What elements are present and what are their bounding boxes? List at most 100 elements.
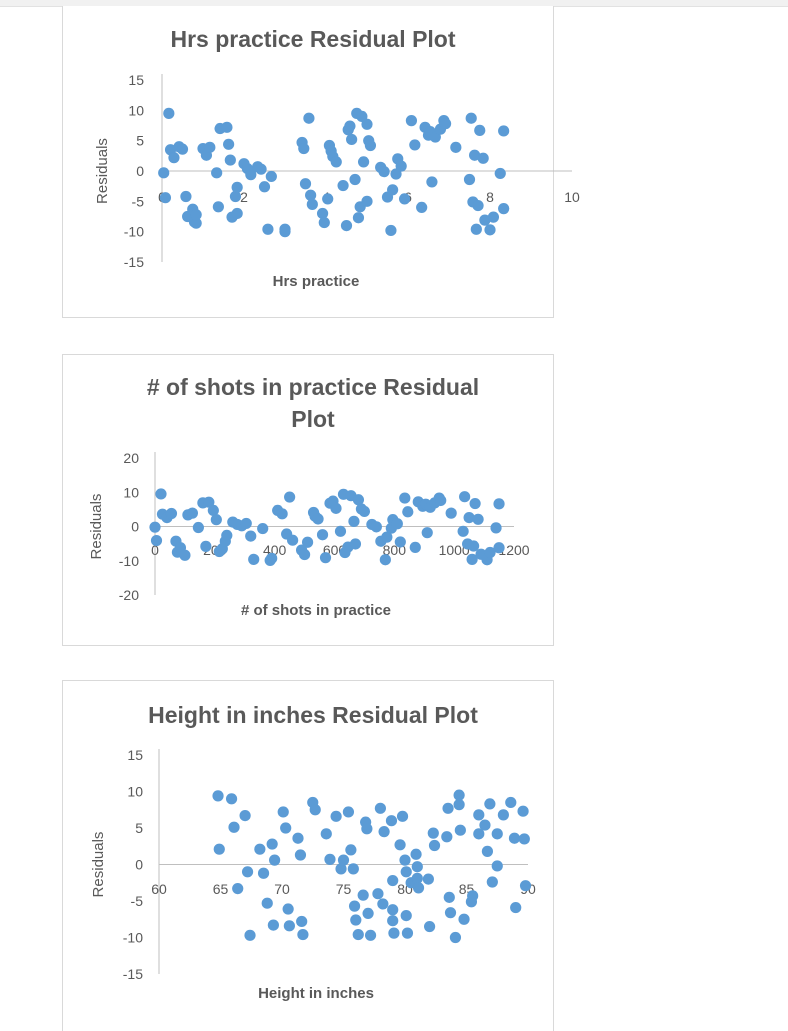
chart-panel-shots-in-practice[interactable]: # of shots in practice Residual Plot 20 10 0…	[62, 354, 554, 646]
data-point	[479, 214, 491, 226]
data-point	[223, 138, 235, 150]
data-point	[280, 822, 292, 834]
data-point	[508, 832, 521, 844]
data-point	[405, 115, 418, 127]
data-point	[266, 552, 278, 564]
data-point	[465, 112, 477, 124]
y-tick-label: 0	[136, 163, 144, 179]
data-point	[372, 888, 384, 900]
y-tick-label: 15	[128, 72, 144, 88]
data-point	[228, 821, 240, 833]
data-point	[168, 152, 180, 164]
data-point	[306, 198, 318, 210]
data-point	[357, 156, 370, 168]
data-point	[428, 839, 441, 852]
data-point	[305, 189, 317, 201]
data-point	[207, 504, 219, 517]
y-tick-label: -10	[123, 930, 143, 946]
data-point	[395, 160, 407, 172]
data-point	[374, 802, 386, 814]
data-point	[449, 931, 462, 944]
data-point	[361, 823, 373, 835]
y-tick-label: 0	[131, 519, 139, 535]
x-tick-label: 8	[486, 189, 494, 205]
data-point	[254, 843, 266, 855]
data-point	[510, 901, 522, 914]
data-point	[484, 224, 496, 236]
data-point	[180, 190, 192, 203]
data-point	[400, 910, 412, 922]
x-tick-label: 75	[336, 881, 352, 897]
y-tick-label: 10	[127, 784, 143, 800]
data-point	[297, 928, 309, 941]
data-point	[435, 494, 447, 507]
data-point	[212, 201, 224, 213]
data-point	[498, 203, 510, 215]
data-point	[361, 195, 373, 207]
y-tick-label: -10	[119, 553, 139, 569]
data-point	[296, 915, 308, 928]
data-point	[370, 521, 382, 533]
x-tick-label: 1200	[498, 542, 529, 558]
data-point	[412, 882, 425, 894]
data-point	[427, 827, 439, 839]
data-point	[244, 929, 256, 941]
data-point	[179, 549, 191, 561]
data-point	[399, 492, 411, 504]
data-point	[474, 124, 486, 136]
data-point	[229, 190, 242, 203]
data-point	[221, 529, 233, 542]
data-point	[279, 226, 291, 238]
data-point	[155, 488, 167, 500]
data-point	[411, 872, 423, 884]
data-point	[381, 531, 393, 543]
residual-plot-1: # of shots in practice ResidualPlot20100…	[88, 374, 530, 619]
x-axis-label: Height in inches	[258, 985, 374, 1002]
data-point	[361, 118, 373, 130]
data-point	[298, 142, 310, 155]
data-point	[358, 505, 371, 518]
data-point	[352, 928, 364, 941]
data-point	[518, 833, 530, 845]
data-point	[257, 522, 269, 535]
data-point	[316, 529, 329, 541]
data-point	[245, 169, 257, 181]
data-point	[210, 514, 222, 526]
x-tick-label: 2	[240, 189, 248, 205]
data-point	[190, 217, 202, 229]
x-tick-label: 10	[564, 189, 580, 205]
residual-plot-0: Hrs practice Residual Plot 15 10 5 0 -5 -10 -15…	[94, 26, 580, 290]
data-point	[400, 866, 412, 878]
data-point	[399, 854, 411, 866]
data-point	[498, 125, 510, 137]
data-point	[239, 809, 251, 822]
data-point	[190, 209, 202, 221]
y-tick-label: 20	[123, 450, 139, 466]
data-point	[309, 804, 321, 816]
y-tick-label: 10	[123, 484, 139, 500]
data-point	[282, 903, 294, 915]
data-point	[342, 806, 355, 818]
data-point	[364, 929, 377, 941]
data-point	[477, 152, 489, 164]
chart-panel-hrs-practice[interactable]: Hrs practice Residual Plot 15 10 5 0 -5 -10 -15…	[62, 6, 580, 318]
data-point	[472, 199, 484, 212]
data-point	[258, 181, 271, 193]
data-point	[318, 216, 330, 229]
data-point	[468, 540, 480, 552]
data-point	[454, 824, 466, 836]
data-point	[484, 798, 496, 810]
data-point	[470, 223, 482, 235]
data-point	[463, 511, 475, 524]
data-point	[337, 179, 349, 192]
chart-title: Height in inches Residual Plot	[148, 702, 478, 728]
data-point	[410, 848, 422, 860]
data-point	[221, 121, 233, 133]
y-axis-label: Residuals	[88, 494, 105, 560]
data-point	[284, 491, 296, 503]
y-tick-label: -5	[132, 193, 145, 209]
chart-panel-height-in-inches[interactable]: Height in inches Residual Plot 15 10 5 0 -5 -1…	[62, 680, 554, 1031]
data-point	[362, 907, 374, 920]
data-point	[335, 863, 347, 875]
data-point	[469, 497, 481, 510]
